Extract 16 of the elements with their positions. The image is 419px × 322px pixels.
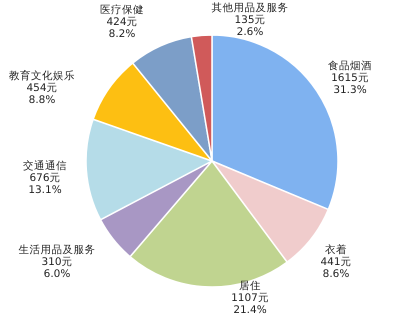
data-label: 1615元 31.3% [331,72,369,96]
slice-label: 生活用品及服务 [18,242,96,256]
data-label: 424元 8.2% [106,16,138,40]
data-label: 1107元 21.4% [231,292,269,316]
slice-label: 食品烟酒 [328,58,372,72]
slice-label: 衣着 [325,242,347,256]
slice-label: 教育文化娱乐 [9,68,75,82]
slice-label: 其他用品及服务 [212,0,288,14]
slice-label: 居住 [239,280,261,292]
slice-label: 交通通信 [23,158,67,172]
data-label: 454元 8.8% [26,82,58,106]
data-label: 310元 6.0% [41,256,73,280]
data-label: 441元 8.6% [320,256,352,280]
slice-label: 医疗保健 [100,2,144,16]
data-label: 676元 13.1% [28,172,62,196]
data-label: 135元 2.6% [234,14,266,38]
